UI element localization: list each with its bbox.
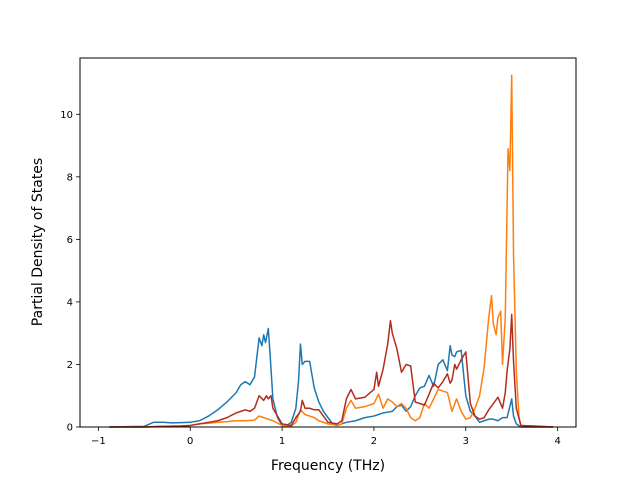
y-tick-label: 4 — [67, 297, 73, 308]
y-tick-label: 0 — [67, 423, 73, 434]
series-line-2 — [109, 74, 554, 428]
x-tick-label: 4 — [554, 436, 560, 447]
y-ticks: 0 2 4 6 8 10 — [60, 110, 80, 434]
x-tick-label: −1 — [91, 436, 106, 447]
y-tick-label: 10 — [60, 110, 73, 121]
x-ticks: −1 0 1 2 3 4 — [91, 427, 561, 447]
plot-frame — [79, 57, 577, 428]
x-tick-label: 0 — [187, 436, 193, 447]
y-axis-label: Partial Density of States — [30, 158, 46, 326]
series-line-3 — [109, 313, 554, 428]
x-tick-label: 1 — [279, 436, 285, 447]
x-axis-label: Frequency (THz) — [271, 458, 385, 474]
x-tick-label: 2 — [371, 436, 377, 447]
y-tick-label: 2 — [67, 360, 73, 371]
x-tick-label: 3 — [463, 436, 469, 447]
y-tick-label: 8 — [67, 172, 73, 183]
y-tick-label: 6 — [67, 235, 73, 246]
series-layer — [109, 74, 554, 428]
